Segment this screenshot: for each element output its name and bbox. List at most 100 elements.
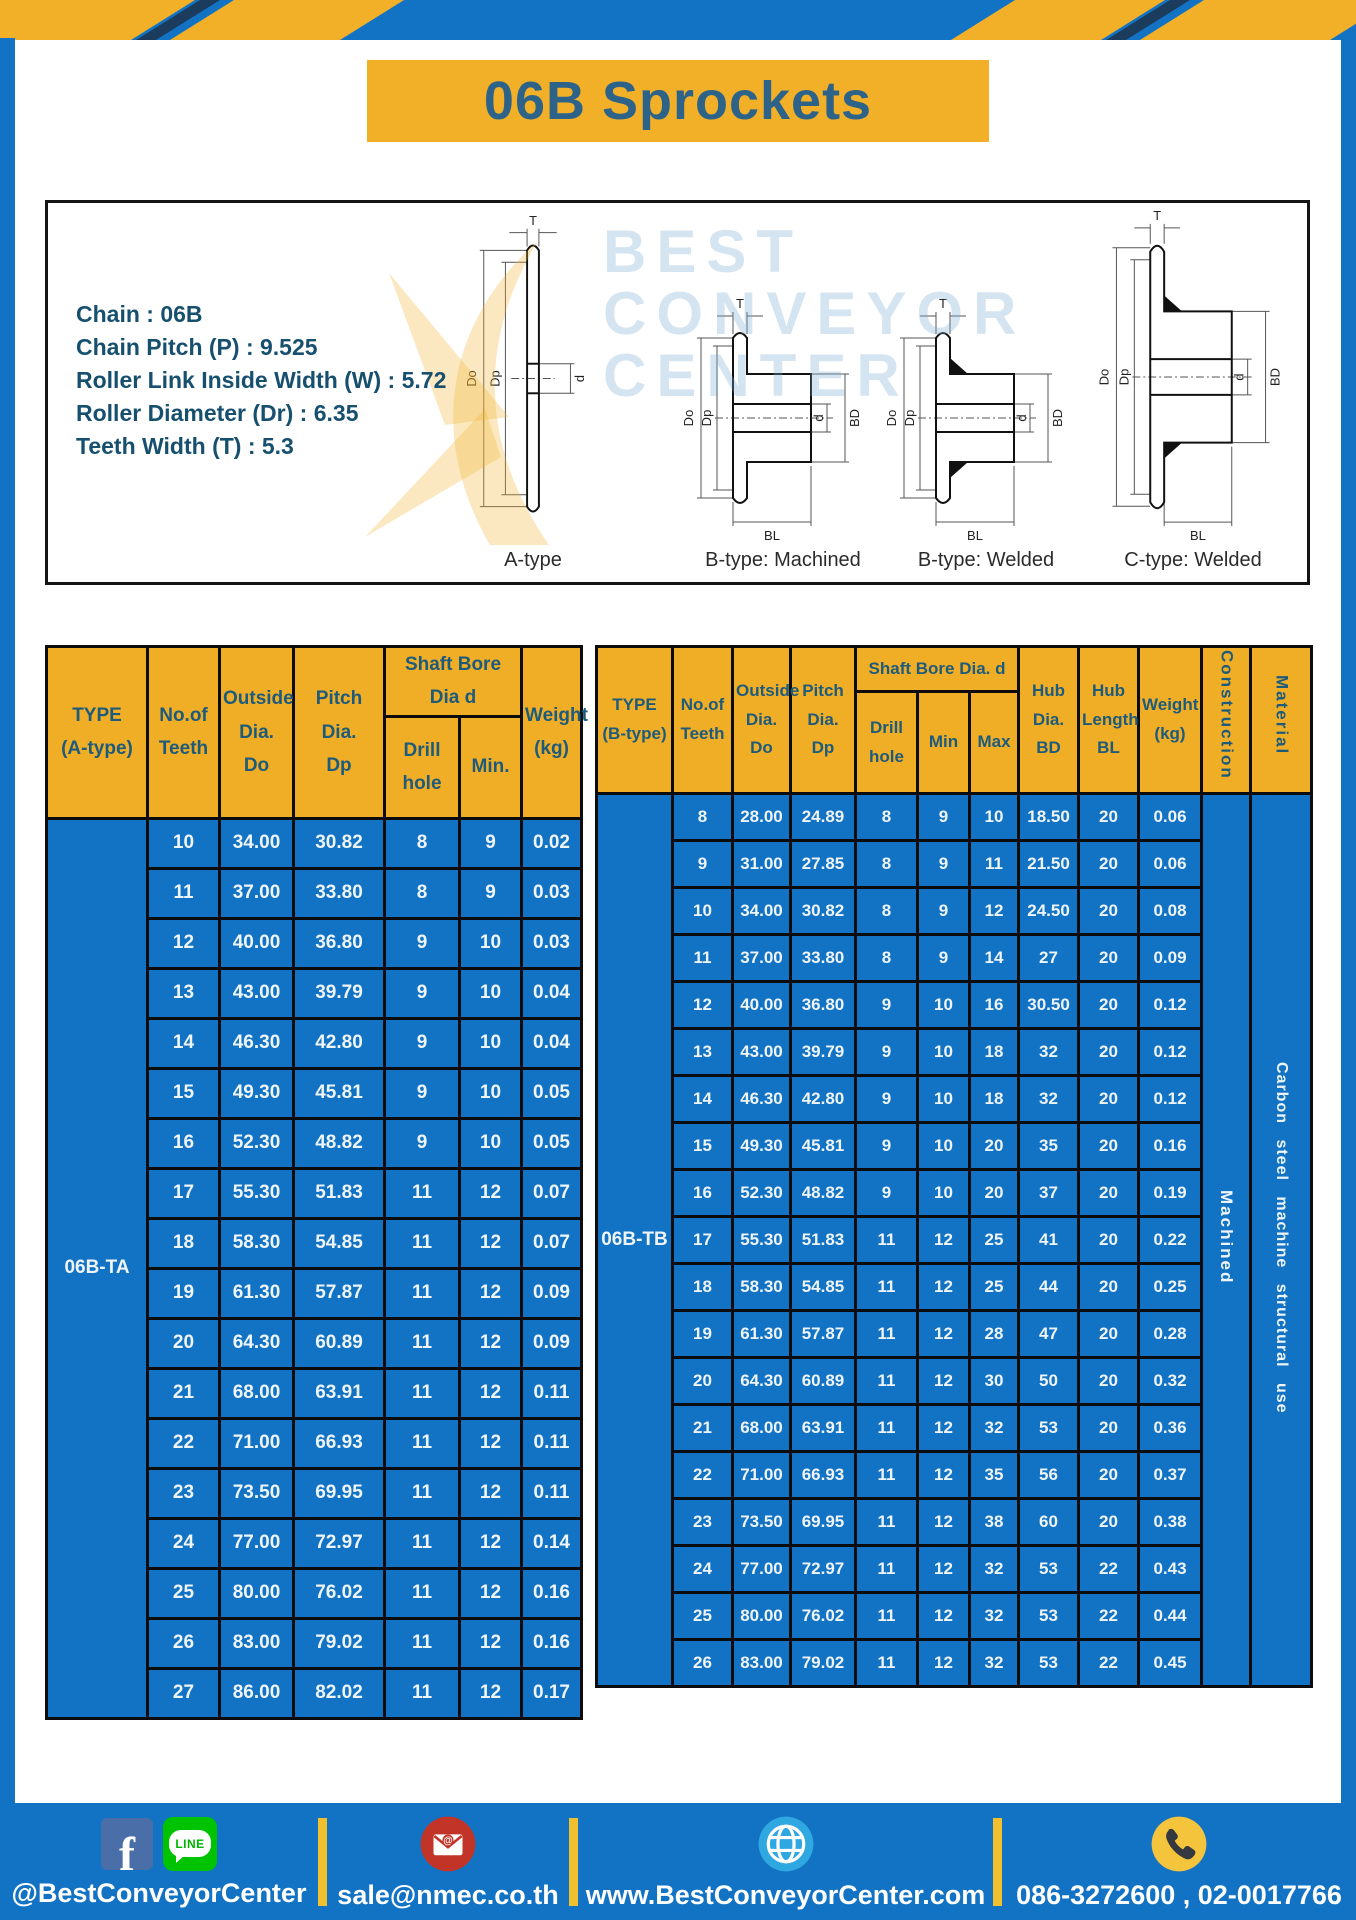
table-row: 18 58.30 54.85 11 12 25 44 20 0.25 — [597, 1262, 1312, 1312]
table-cell: 24 — [671, 1544, 734, 1594]
table-row: 17 55.30 51.83 11 12 25 41 20 0.22 — [597, 1215, 1312, 1265]
table-cell: 12 — [458, 1516, 523, 1570]
table-row: 18 58.30 54.85 11 12 0.07 — [47, 1216, 583, 1270]
table-cell: 20 — [967, 1168, 1021, 1218]
facebook-icon[interactable] — [101, 1817, 153, 1870]
table-cell: 31.00 — [731, 839, 792, 889]
table-cell: 32 — [967, 1544, 1021, 1594]
page-title-banner: 06B Sprockets — [367, 60, 989, 142]
col-header-type: TYPE (B-type) — [595, 645, 674, 795]
table-cell: 32 — [967, 1638, 1021, 1688]
globe-icon[interactable] — [757, 1815, 815, 1873]
table-cell: 11 — [854, 1356, 919, 1406]
table-cell: 20 — [1077, 1403, 1141, 1453]
email-link[interactable]: sale@nmec.co.th — [337, 1879, 559, 1910]
col-header-hub-dia: Hub Dia. BD — [1017, 645, 1081, 795]
table-cell: 10 — [671, 886, 734, 936]
table-cell: 0.02 — [520, 816, 583, 870]
table-cell: 50 — [1017, 1356, 1081, 1406]
col-header-teeth: No.of Teeth — [671, 645, 734, 795]
table-cell: 53 — [1017, 1638, 1081, 1688]
phone-numbers[interactable]: 086-3272600 , 02-0017766 — [1016, 1879, 1342, 1910]
table-cell: 53 — [1017, 1544, 1081, 1594]
line-icon[interactable]: LINE — [163, 1816, 217, 1871]
table-cell: 32 — [1017, 1074, 1081, 1124]
table-cell: 68.00 — [731, 1403, 792, 1453]
footer-divider — [569, 1817, 578, 1906]
table-cell: 37.00 — [218, 866, 295, 920]
table-row: 25 80.00 76.02 11 12 32 53 22 0.44 — [597, 1591, 1312, 1641]
table-cell: 35 — [1017, 1121, 1081, 1171]
table-cell: 10 — [458, 916, 523, 970]
table-cell: 21 — [671, 1403, 734, 1453]
table-cell: 82.02 — [292, 1666, 386, 1720]
table-cell: 0.22 — [1137, 1215, 1204, 1265]
table-cell: 0.25 — [1137, 1262, 1204, 1312]
col-header-drill-hole: Drill hole — [383, 714, 461, 820]
table-cell: 23 — [146, 1466, 221, 1520]
table-cell: 54.85 — [292, 1216, 386, 1270]
table-row: 22 71.00 66.93 11 12 35 56 20 0.37 — [597, 1450, 1312, 1500]
website-link[interactable]: www.BestConveyorCenter.com — [585, 1879, 986, 1910]
table-cell: 12 — [916, 1215, 971, 1265]
table-cell: 22 — [1077, 1544, 1141, 1594]
col-header-construction: Construction — [1200, 645, 1253, 795]
table-cell: 26 — [671, 1638, 734, 1688]
table-a-type: TYPE (A-type) No.of Teeth Outside Dia. D… — [45, 645, 588, 1720]
table-cell: 0.06 — [1137, 839, 1204, 889]
table-row: 16 52.30 48.82 9 10 0.05 — [47, 1116, 583, 1170]
table-cell: 37.00 — [731, 933, 792, 983]
dim-do: Do — [1096, 369, 1111, 386]
table-cell: 49.30 — [218, 1066, 295, 1120]
table-cell: 76.02 — [292, 1566, 386, 1620]
table-cell: 42.80 — [789, 1074, 857, 1124]
table-cell: 57.87 — [789, 1309, 857, 1359]
page-title: 06B Sprockets — [483, 71, 873, 131]
table-cell: 39.79 — [292, 966, 386, 1020]
table-cell: 11 — [383, 1416, 461, 1470]
phone-icon[interactable] — [1150, 1815, 1208, 1873]
table-cell: 20 — [1077, 1450, 1141, 1500]
table-cell: 35 — [967, 1450, 1021, 1500]
col-header-min: Min. — [458, 714, 523, 820]
table-cell: 18.50 — [1017, 792, 1081, 842]
social-handle[interactable]: @BestConveyorCenter — [11, 1877, 307, 1908]
table-cell: 68.00 — [218, 1366, 295, 1420]
table-cell: 0.11 — [520, 1416, 583, 1470]
table-cell: 33.80 — [789, 933, 857, 983]
table-row: 23 73.50 69.95 11 12 0.11 — [47, 1466, 583, 1520]
table-cell: 83.00 — [731, 1638, 792, 1688]
table-cell: 11 — [383, 1316, 461, 1370]
table-cell: 83.00 — [218, 1616, 295, 1670]
table-cell: 0.08 — [1137, 886, 1204, 936]
table-row: 9 31.00 27.85 8 9 11 21.50 20 0.06 — [597, 839, 1312, 889]
table-cell: 11 — [854, 1497, 919, 1547]
table-cell: 0.11 — [520, 1366, 583, 1420]
table-cell: 63.91 — [789, 1403, 857, 1453]
table-cell: 0.06 — [1137, 792, 1204, 842]
table-cell: 43.00 — [218, 966, 295, 1020]
mail-icon[interactable]: @ — [419, 1815, 477, 1873]
table-cell: 8 — [671, 792, 734, 842]
table-cell: 54.85 — [789, 1262, 857, 1312]
table-cell: 76.02 — [789, 1591, 857, 1641]
spec-line: Teeth Width (T) : 5.3 — [76, 433, 294, 459]
table-cell: 20 — [1077, 886, 1141, 936]
dim-d: d — [1232, 373, 1247, 380]
dim-bl: BL — [764, 528, 780, 543]
dim-dp: Dp — [1116, 369, 1131, 386]
table-cell: 9 — [854, 1168, 919, 1218]
table-cell: 0.32 — [1137, 1356, 1204, 1406]
table-row: 16 52.30 48.82 9 10 20 37 20 0.19 — [597, 1168, 1312, 1218]
table-cell: 25 — [967, 1262, 1021, 1312]
table-cell: 11 — [383, 1466, 461, 1520]
table-row: 15 49.30 45.81 9 10 0.05 — [47, 1066, 583, 1120]
table-cell: 13 — [146, 966, 221, 1020]
drawing-c-type-welded: T Do Dp d BD BL — [1096, 208, 1282, 543]
table-cell: 40.00 — [218, 916, 295, 970]
table-cell: 14 — [146, 1016, 221, 1070]
table-cell: 12 — [916, 1309, 971, 1359]
table-cell: 12 — [458, 1616, 523, 1670]
table-cell: 14 — [967, 933, 1021, 983]
table-row: 20 64.30 60.89 11 12 0.09 — [47, 1316, 583, 1370]
